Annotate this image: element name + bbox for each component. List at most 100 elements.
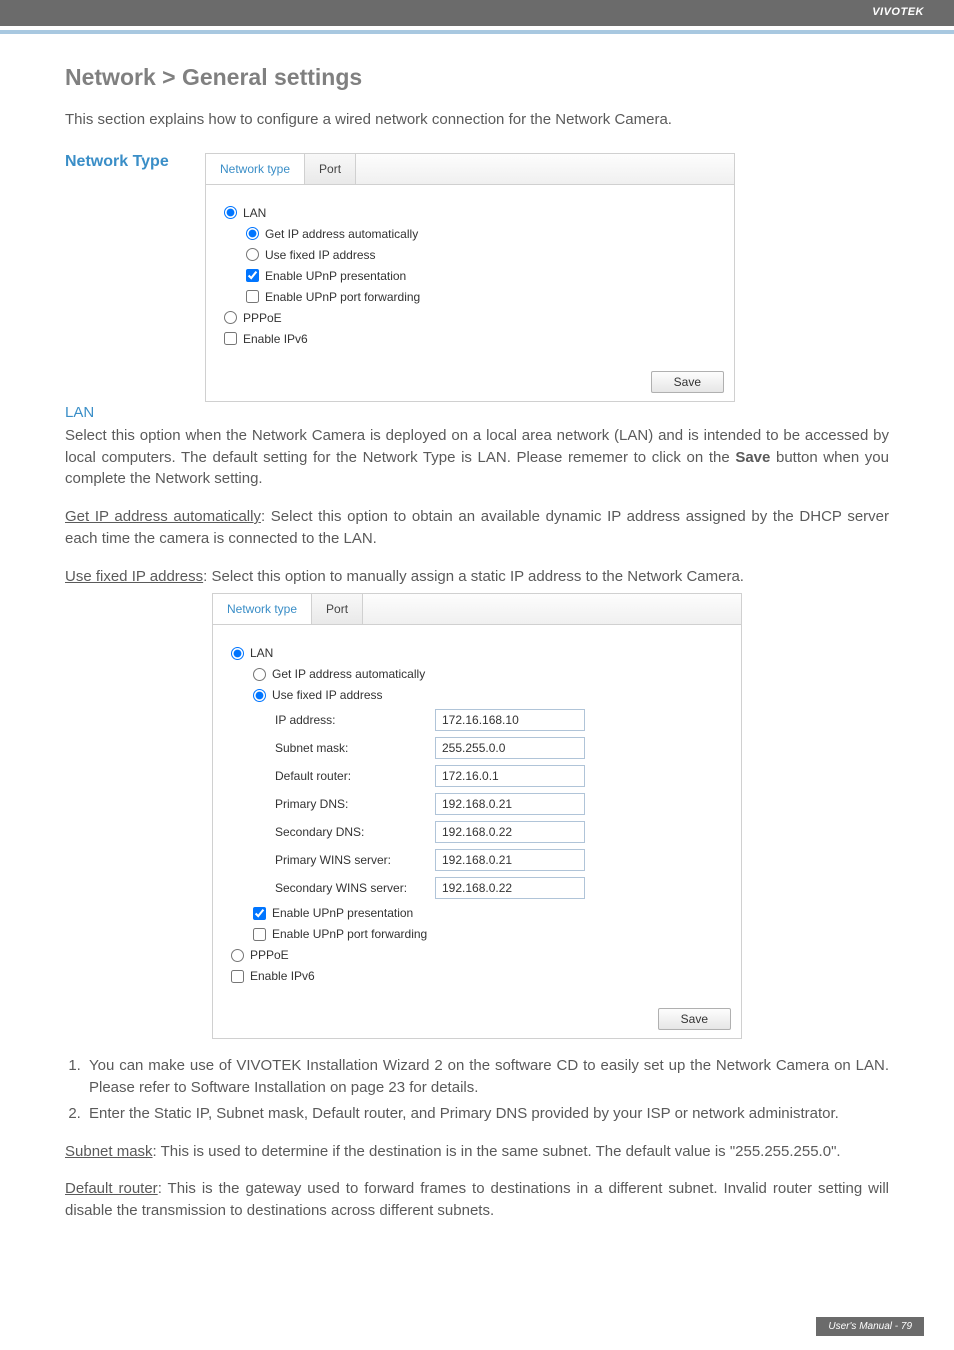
pppoe-row: PPPoE	[224, 311, 716, 325]
route-label: Default router:	[275, 769, 435, 783]
pppoe-label-2: PPPoE	[250, 948, 289, 962]
swins-row: Secondary WINS server:	[231, 877, 723, 899]
upnp-pres-checkbox[interactable]	[246, 269, 259, 282]
panel2-wrap: Network type Port LAN Get IP address aut…	[65, 593, 889, 1039]
lan-radio-row-2: LAN	[231, 646, 723, 660]
upnp-fwd-label: Enable UPnP port forwarding	[265, 290, 420, 304]
get-ip-row-2: Get IP address automatically	[231, 667, 723, 681]
pwins-label: Primary WINS server:	[275, 853, 435, 867]
list-item: You can make use of VIVOTEK Installation…	[85, 1055, 889, 1099]
use-fixed-label: Use fixed IP address	[265, 248, 376, 262]
subnet-rest: : This is used to determine if the desti…	[153, 1143, 841, 1160]
save-row: Save	[206, 365, 734, 401]
ip-label: IP address:	[275, 713, 435, 727]
get-ip-radio[interactable]	[246, 227, 259, 240]
header-bar: VIVOTEK	[0, 0, 954, 26]
lan-paragraph: Select this option when the Network Came…	[65, 425, 889, 490]
lan-radio-2[interactable]	[231, 647, 244, 660]
use-fixed-underline: Use fixed IP address	[65, 568, 203, 585]
lan-subheading: LAN	[65, 404, 889, 421]
tab-bar-2: Network type Port	[213, 594, 741, 625]
tab-bar: Network type Port	[206, 154, 734, 185]
upnp-pres-label-2: Enable UPnP presentation	[272, 906, 413, 920]
sdns-input[interactable]	[435, 821, 585, 843]
tab-port-2[interactable]: Port	[312, 594, 363, 624]
pppoe-row-2: PPPoE	[231, 948, 723, 962]
swins-label: Secondary WINS server:	[275, 881, 435, 895]
ipv6-checkbox-2[interactable]	[231, 970, 244, 983]
page: VIVOTEK Network > General settings This …	[0, 0, 954, 1350]
get-ip-row: Get IP address automatically	[224, 227, 716, 241]
panel2-body: LAN Get IP address automatically Use fix…	[213, 625, 741, 1002]
swins-input[interactable]	[435, 877, 585, 899]
upnp-pres-row: Enable UPnP presentation	[224, 269, 716, 283]
use-fixed-rest: : Select this option to manually assign …	[203, 568, 744, 585]
sdns-row: Secondary DNS:	[231, 821, 723, 843]
mask-row: Subnet mask:	[231, 737, 723, 759]
get-ip-radio-2[interactable]	[253, 668, 266, 681]
intro-text: This section explains how to configure a…	[65, 109, 889, 131]
upnp-fwd-label-2: Enable UPnP port forwarding	[272, 927, 427, 941]
content: Network > General settings This section …	[0, 34, 954, 1278]
mask-input[interactable]	[435, 737, 585, 759]
use-fixed-row-2: Use fixed IP address	[231, 688, 723, 702]
ipv6-label-2: Enable IPv6	[250, 969, 315, 983]
pwins-row: Primary WINS server:	[231, 849, 723, 871]
router-underline: Default router	[65, 1180, 158, 1197]
use-fixed-row: Use fixed IP address	[224, 248, 716, 262]
use-fixed-paragraph: Use fixed IP address: Select this option…	[65, 566, 889, 588]
pppoe-radio[interactable]	[224, 311, 237, 324]
tab-network-type[interactable]: Network type	[206, 154, 305, 184]
pdns-label: Primary DNS:	[275, 797, 435, 811]
ipv6-label: Enable IPv6	[243, 332, 308, 346]
fixed-ip-panel: Network type Port LAN Get IP address aut…	[212, 593, 742, 1039]
network-type-panel: Network type Port LAN Get IP address aut…	[205, 153, 735, 402]
upnp-pres-checkbox-2[interactable]	[253, 907, 266, 920]
upnp-fwd-checkbox[interactable]	[246, 290, 259, 303]
use-fixed-radio-2[interactable]	[253, 689, 266, 702]
upnp-pres-label: Enable UPnP presentation	[265, 269, 406, 283]
numbered-list: You can make use of VIVOTEK Installation…	[85, 1055, 889, 1124]
mask-label: Subnet mask:	[275, 741, 435, 755]
page-title: Network > General settings	[65, 64, 889, 91]
route-input[interactable]	[435, 765, 585, 787]
subnet-underline: Subnet mask	[65, 1143, 153, 1160]
pdns-input[interactable]	[435, 793, 585, 815]
use-fixed-radio[interactable]	[246, 248, 259, 261]
pppoe-label: PPPoE	[243, 311, 282, 325]
get-ip-label: Get IP address automatically	[265, 227, 418, 241]
pwins-input[interactable]	[435, 849, 585, 871]
subnet-paragraph: Subnet mask: This is used to determine i…	[65, 1141, 889, 1163]
route-row: Default router:	[231, 765, 723, 787]
pdns-row: Primary DNS:	[231, 793, 723, 815]
network-type-row: Network Type Network type Port LAN Get I…	[65, 153, 889, 402]
ip-input[interactable]	[435, 709, 585, 731]
save-button-2[interactable]: Save	[658, 1008, 731, 1030]
get-ip-label-2: Get IP address automatically	[272, 667, 425, 681]
footer-label: User's Manual - 79	[816, 1317, 924, 1336]
list-item: Enter the Static IP, Subnet mask, Defaul…	[85, 1103, 889, 1125]
lan-radio-row: LAN	[224, 206, 716, 220]
ipv6-checkbox[interactable]	[224, 332, 237, 345]
tab-port[interactable]: Port	[305, 154, 356, 184]
save-button[interactable]: Save	[651, 371, 724, 393]
lan-radio[interactable]	[224, 206, 237, 219]
upnp-fwd-checkbox-2[interactable]	[253, 928, 266, 941]
save-row-2: Save	[213, 1002, 741, 1038]
ipv6-row-2: Enable IPv6	[231, 969, 723, 983]
get-ip-underline: Get IP address automatically	[65, 508, 261, 525]
get-ip-paragraph: Get IP address automatically: Select thi…	[65, 506, 889, 550]
lan-label: LAN	[243, 206, 266, 220]
router-paragraph: Default router: This is the gateway used…	[65, 1178, 889, 1222]
ip-row: IP address:	[231, 709, 723, 731]
upnp-fwd-row: Enable UPnP port forwarding	[224, 290, 716, 304]
pppoe-radio-2[interactable]	[231, 949, 244, 962]
panel-body: LAN Get IP address automatically Use fix…	[206, 185, 734, 365]
router-rest: : This is the gateway used to forward fr…	[65, 1180, 889, 1219]
network-type-label: Network Type	[65, 153, 205, 171]
ipv6-row: Enable IPv6	[224, 332, 716, 346]
brand-label: VIVOTEK	[872, 6, 924, 18]
sdns-label: Secondary DNS:	[275, 825, 435, 839]
tab-network-type-2[interactable]: Network type	[213, 594, 312, 624]
use-fixed-label-2: Use fixed IP address	[272, 688, 383, 702]
